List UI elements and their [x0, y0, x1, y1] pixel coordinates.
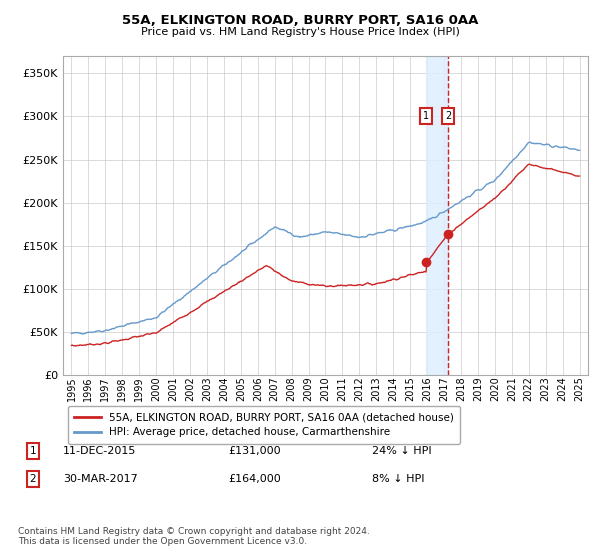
Bar	[426, 56, 448, 375]
Text: 2: 2	[29, 474, 37, 484]
Text: 2: 2	[445, 111, 451, 122]
Text: £131,000: £131,000	[228, 446, 281, 456]
Text: 24% ↓ HPI: 24% ↓ HPI	[372, 446, 431, 456]
Text: 1: 1	[29, 446, 37, 456]
Legend: 55A, ELKINGTON ROAD, BURRY PORT, SA16 0AA (detached house), HPI: Average price, : 55A, ELKINGTON ROAD, BURRY PORT, SA16 0A…	[68, 406, 460, 444]
Text: £164,000: £164,000	[228, 474, 281, 484]
Text: 8% ↓ HPI: 8% ↓ HPI	[372, 474, 425, 484]
Text: 11-DEC-2015: 11-DEC-2015	[63, 446, 136, 456]
Text: Price paid vs. HM Land Registry's House Price Index (HPI): Price paid vs. HM Land Registry's House …	[140, 27, 460, 37]
Text: Contains HM Land Registry data © Crown copyright and database right 2024.
This d: Contains HM Land Registry data © Crown c…	[18, 526, 370, 546]
Text: 30-MAR-2017: 30-MAR-2017	[63, 474, 138, 484]
Text: 55A, ELKINGTON ROAD, BURRY PORT, SA16 0AA: 55A, ELKINGTON ROAD, BURRY PORT, SA16 0A…	[122, 14, 478, 27]
Text: 1: 1	[423, 111, 430, 122]
